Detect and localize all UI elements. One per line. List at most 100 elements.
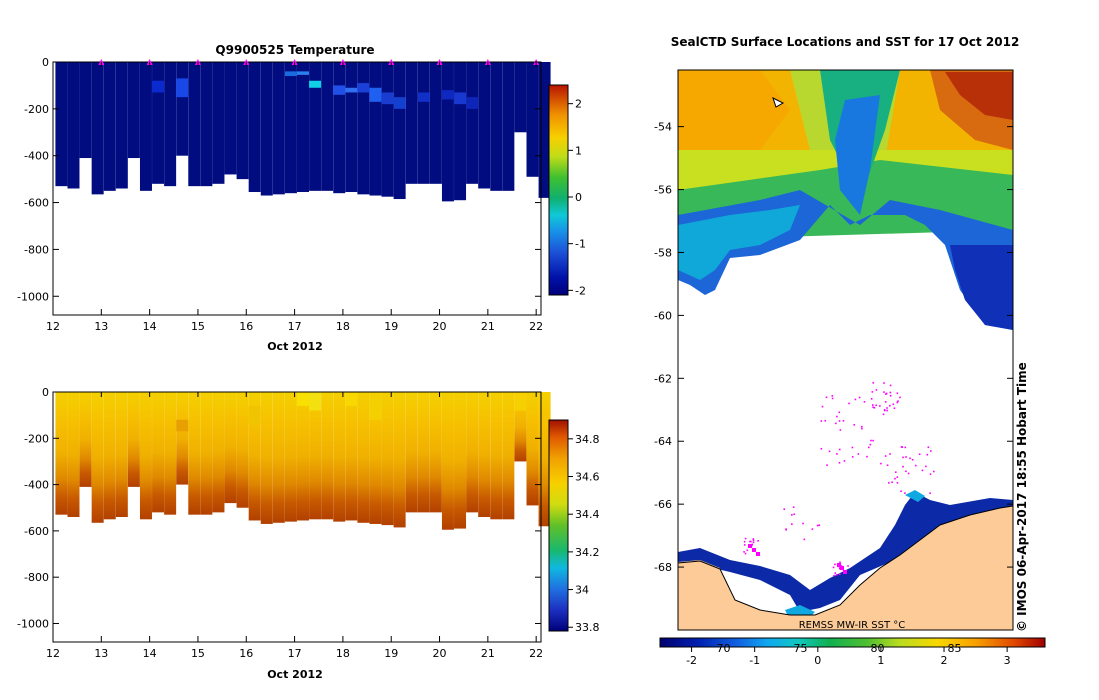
seal-position-dot [929,492,931,494]
seal-position-dot [909,457,911,460]
y-tick-label: -1000 [17,290,49,303]
seal-position-dot [900,490,902,492]
seal-position-dot [751,543,754,546]
sst-colorbar-tick-label: 3 [1004,654,1011,667]
temperature-profile-column [212,62,225,184]
salinity-profile-column [91,392,104,523]
seal-position-dot [866,455,868,458]
salinity-profile-column [393,392,406,528]
temperature-profile-column [103,62,116,191]
salinity-profile-column [176,392,189,485]
seal-position-dot [886,407,888,409]
temperature-profile-column [538,62,551,198]
temperature-profile-column [55,62,68,187]
seal-position-cluster [756,552,760,556]
salinity-profile-column [333,392,346,522]
salinity-profile-column [309,392,322,520]
seal-position-dot [838,461,841,464]
map-title: SealCTD Surface Locations and SST for 17… [671,35,1020,49]
seal-position-dot [744,537,747,540]
seal-position-dot [743,544,746,546]
salinity-feature-cell [297,392,309,406]
temperature-profile-column [284,62,297,194]
temperature-feature-cell [297,71,309,75]
seal-position-dot [892,403,895,406]
temperature-profile-column [441,62,454,202]
seal-position-dot [914,464,917,467]
seal-position-dot [868,446,870,449]
salinity-profile-column [152,392,165,513]
salinity-x-label: Oct 2012 [267,668,323,681]
colorbar-tick-label: -1 [575,238,586,251]
x-tick-label: 14 [143,647,157,660]
salinity-profile-column [405,392,418,513]
seal-position-cluster [840,566,844,570]
lat-tick-label: -58 [654,246,672,259]
y-tick-label: -600 [24,197,49,210]
seal-position-dot [839,567,841,570]
seal-position-dot [899,396,901,399]
map-latitude-axis: -54 -56 -58 -60 -62 -64 -66 -68 [654,121,1013,574]
seal-position-dot [831,397,834,400]
seal-position-dot [869,443,872,446]
sst-fahrenheit-label: 80 [871,642,885,655]
salinity-profile-column [490,392,503,520]
salinity-feature-cell [514,392,527,411]
seal-position-dot [872,439,874,442]
sst-colorbar-ticks: -2 -1 0 1 2 3 70 75 80 85 [686,642,1011,667]
seal-position-dot [848,402,850,405]
seal-position-dot [863,401,866,403]
temperature-profile-column [502,62,515,191]
seal-position-dot [901,446,904,448]
lat-tick-label: -68 [654,561,672,574]
seal-position-dot [834,572,837,574]
seal-position-dot [929,473,932,476]
salinity-heatmap [55,392,551,530]
seal-position-dot [839,429,842,431]
sst-map-field [678,70,1013,630]
seal-position-cluster [752,548,756,552]
salinity-feature-cell [369,392,382,420]
salinity-feature-cell [176,419,189,432]
y-tick-label: -600 [24,525,49,538]
seal-position-dot [791,514,793,516]
seal-position-dot [893,407,896,410]
temperature-profile-column [200,62,213,187]
seal-position-dot [905,456,907,458]
sst-fahrenheit-label: 70 [717,642,731,655]
salinity-profile-column [526,392,539,506]
seal-position-dot [743,540,746,543]
salinity-profile-column [478,392,491,517]
temperature-profile-column [393,62,406,200]
x-tick-label: 19 [384,320,398,333]
salinity-profile-column [67,392,80,517]
y-tick-label: -1000 [17,617,49,630]
sst-colorbar-label: REMSS MW-IR SST °C [799,620,906,631]
temperature-feature-cell [284,71,297,77]
seal-position-dot [842,420,845,422]
seal-position-cluster [748,544,752,548]
temperature-profile-column [115,62,128,189]
salinity-profile-column [441,392,454,530]
temperature-colorbar [548,84,569,296]
temperature-profile-column [272,62,285,195]
salinity-profile-column [466,392,479,513]
seal-position-dot [825,396,828,399]
seal-position-dot [858,396,861,399]
seal-position-dot [932,470,935,473]
seal-position-dot [752,541,755,544]
seal-position-dot [883,382,885,384]
seal-position-dot [889,391,892,394]
seal-position-dot [902,465,904,468]
seal-position-dot [872,382,875,384]
temperature-title: Q9900525 Temperature [215,43,374,57]
lat-tick-label: -62 [654,372,672,385]
temperature-profile-column [454,62,467,201]
temperature-x-label: Oct 2012 [267,340,323,353]
salinity-colorbar-ticks: 34.8 34.6 34.4 34.2 34 33.8 [568,433,600,634]
seal-position-dot [883,391,885,393]
x-tick-label: 16 [239,647,253,660]
temperature-profile-column [478,62,491,189]
seal-position-dot [891,481,893,484]
colorbar-tick-label: 34.4 [575,508,600,521]
